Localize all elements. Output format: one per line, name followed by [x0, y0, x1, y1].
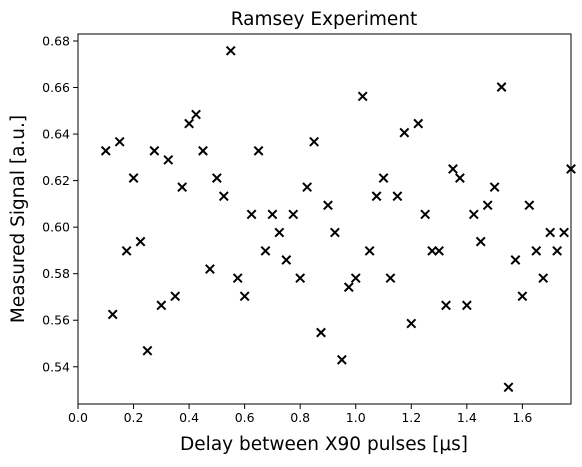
data-point [364, 245, 375, 256]
data-point [225, 45, 236, 56]
x-tick-label: 0.4 [179, 410, 199, 425]
y-tick-label: 0.56 [42, 313, 70, 328]
data-point [399, 127, 410, 138]
y-tick-label: 0.60 [42, 220, 70, 235]
data-point [274, 227, 285, 238]
y-tick-label: 0.58 [42, 266, 70, 281]
data-point [336, 354, 347, 365]
data-point [100, 145, 111, 156]
data-point [198, 145, 208, 156]
data-point [496, 82, 507, 92]
data-point [205, 264, 215, 274]
data-point [468, 209, 479, 220]
data-point [350, 273, 361, 284]
data-point [406, 318, 417, 329]
data-point [142, 345, 153, 356]
x-tick-label: 1.6 [512, 410, 532, 425]
data-point [454, 173, 465, 183]
data-point [517, 291, 528, 302]
data-point [323, 200, 333, 211]
data-point [482, 200, 493, 211]
plot-area [77, 33, 572, 405]
x-tick-label: 0.0 [68, 410, 88, 425]
data-point [413, 118, 424, 129]
data-point [566, 164, 576, 174]
data-point [211, 173, 222, 183]
data-point [218, 191, 229, 202]
data-point [434, 245, 444, 256]
data-point [420, 209, 431, 220]
data-point [559, 227, 569, 238]
data-point [503, 382, 514, 393]
data-point [128, 173, 139, 183]
data-point [441, 300, 451, 311]
data-point [239, 291, 250, 302]
data-point [121, 245, 132, 256]
data-point [253, 145, 264, 156]
data-point [232, 273, 243, 284]
data-point [191, 109, 201, 120]
data-point [302, 182, 313, 193]
data-point [135, 236, 146, 247]
x-tick-label: 0.8 [290, 410, 310, 425]
y-tick-label: 0.66 [42, 80, 70, 95]
data-point [545, 227, 556, 238]
data-point [114, 136, 125, 147]
y-tick-label: 0.62 [42, 173, 70, 188]
data-point [461, 300, 472, 311]
data-point [392, 191, 403, 202]
data-point [524, 200, 535, 211]
y-tick-label: 0.64 [42, 127, 70, 142]
y-axis-label: Measured Signal [a.u.] [8, 115, 29, 323]
x-tick-label: 1.4 [457, 410, 477, 425]
data-point [552, 245, 563, 256]
y-tick-label: 0.68 [42, 33, 70, 48]
data-point [309, 136, 319, 147]
data-point [489, 182, 500, 193]
data-point [281, 255, 292, 265]
data-point [267, 209, 278, 220]
x-axis: 0.0 0.2 0.4 0.6 0.8 1.0 1.2 1.4 1.6 [68, 404, 532, 425]
data-point [177, 182, 188, 193]
data-point [170, 291, 181, 302]
data-point [538, 273, 549, 284]
data-point [316, 327, 326, 338]
x-tick-label: 1.0 [346, 410, 366, 425]
data-point [156, 300, 167, 311]
data-point [330, 227, 340, 238]
data-point [531, 245, 542, 256]
x-tick-label: 0.6 [235, 410, 255, 425]
x-axis-label: Delay between X90 pulses [μs] [180, 434, 468, 455]
scatter-markers [100, 45, 576, 393]
data-point [260, 245, 271, 256]
data-point [107, 309, 118, 320]
data-point [184, 118, 195, 129]
data-point [246, 209, 257, 220]
data-point [288, 209, 299, 220]
data-point [475, 236, 486, 247]
y-tick-label: 0.54 [42, 359, 70, 374]
data-point [357, 91, 368, 102]
data-point [371, 191, 382, 202]
data-point [343, 282, 354, 293]
data-point [385, 273, 396, 284]
chart-title: Ramsey Experiment [231, 9, 418, 30]
data-point [510, 255, 521, 265]
data-point [448, 164, 458, 174]
data-point [149, 145, 160, 156]
y-axis: 0.54 0.56 0.58 0.60 0.62 0.64 0.66 0.68 [42, 33, 78, 374]
x-tick-label: 0.2 [124, 410, 144, 425]
data-point [295, 273, 306, 284]
plot-frame [77, 33, 572, 405]
data-point [378, 173, 389, 183]
data-point [163, 154, 174, 165]
x-tick-label: 1.2 [401, 410, 421, 425]
